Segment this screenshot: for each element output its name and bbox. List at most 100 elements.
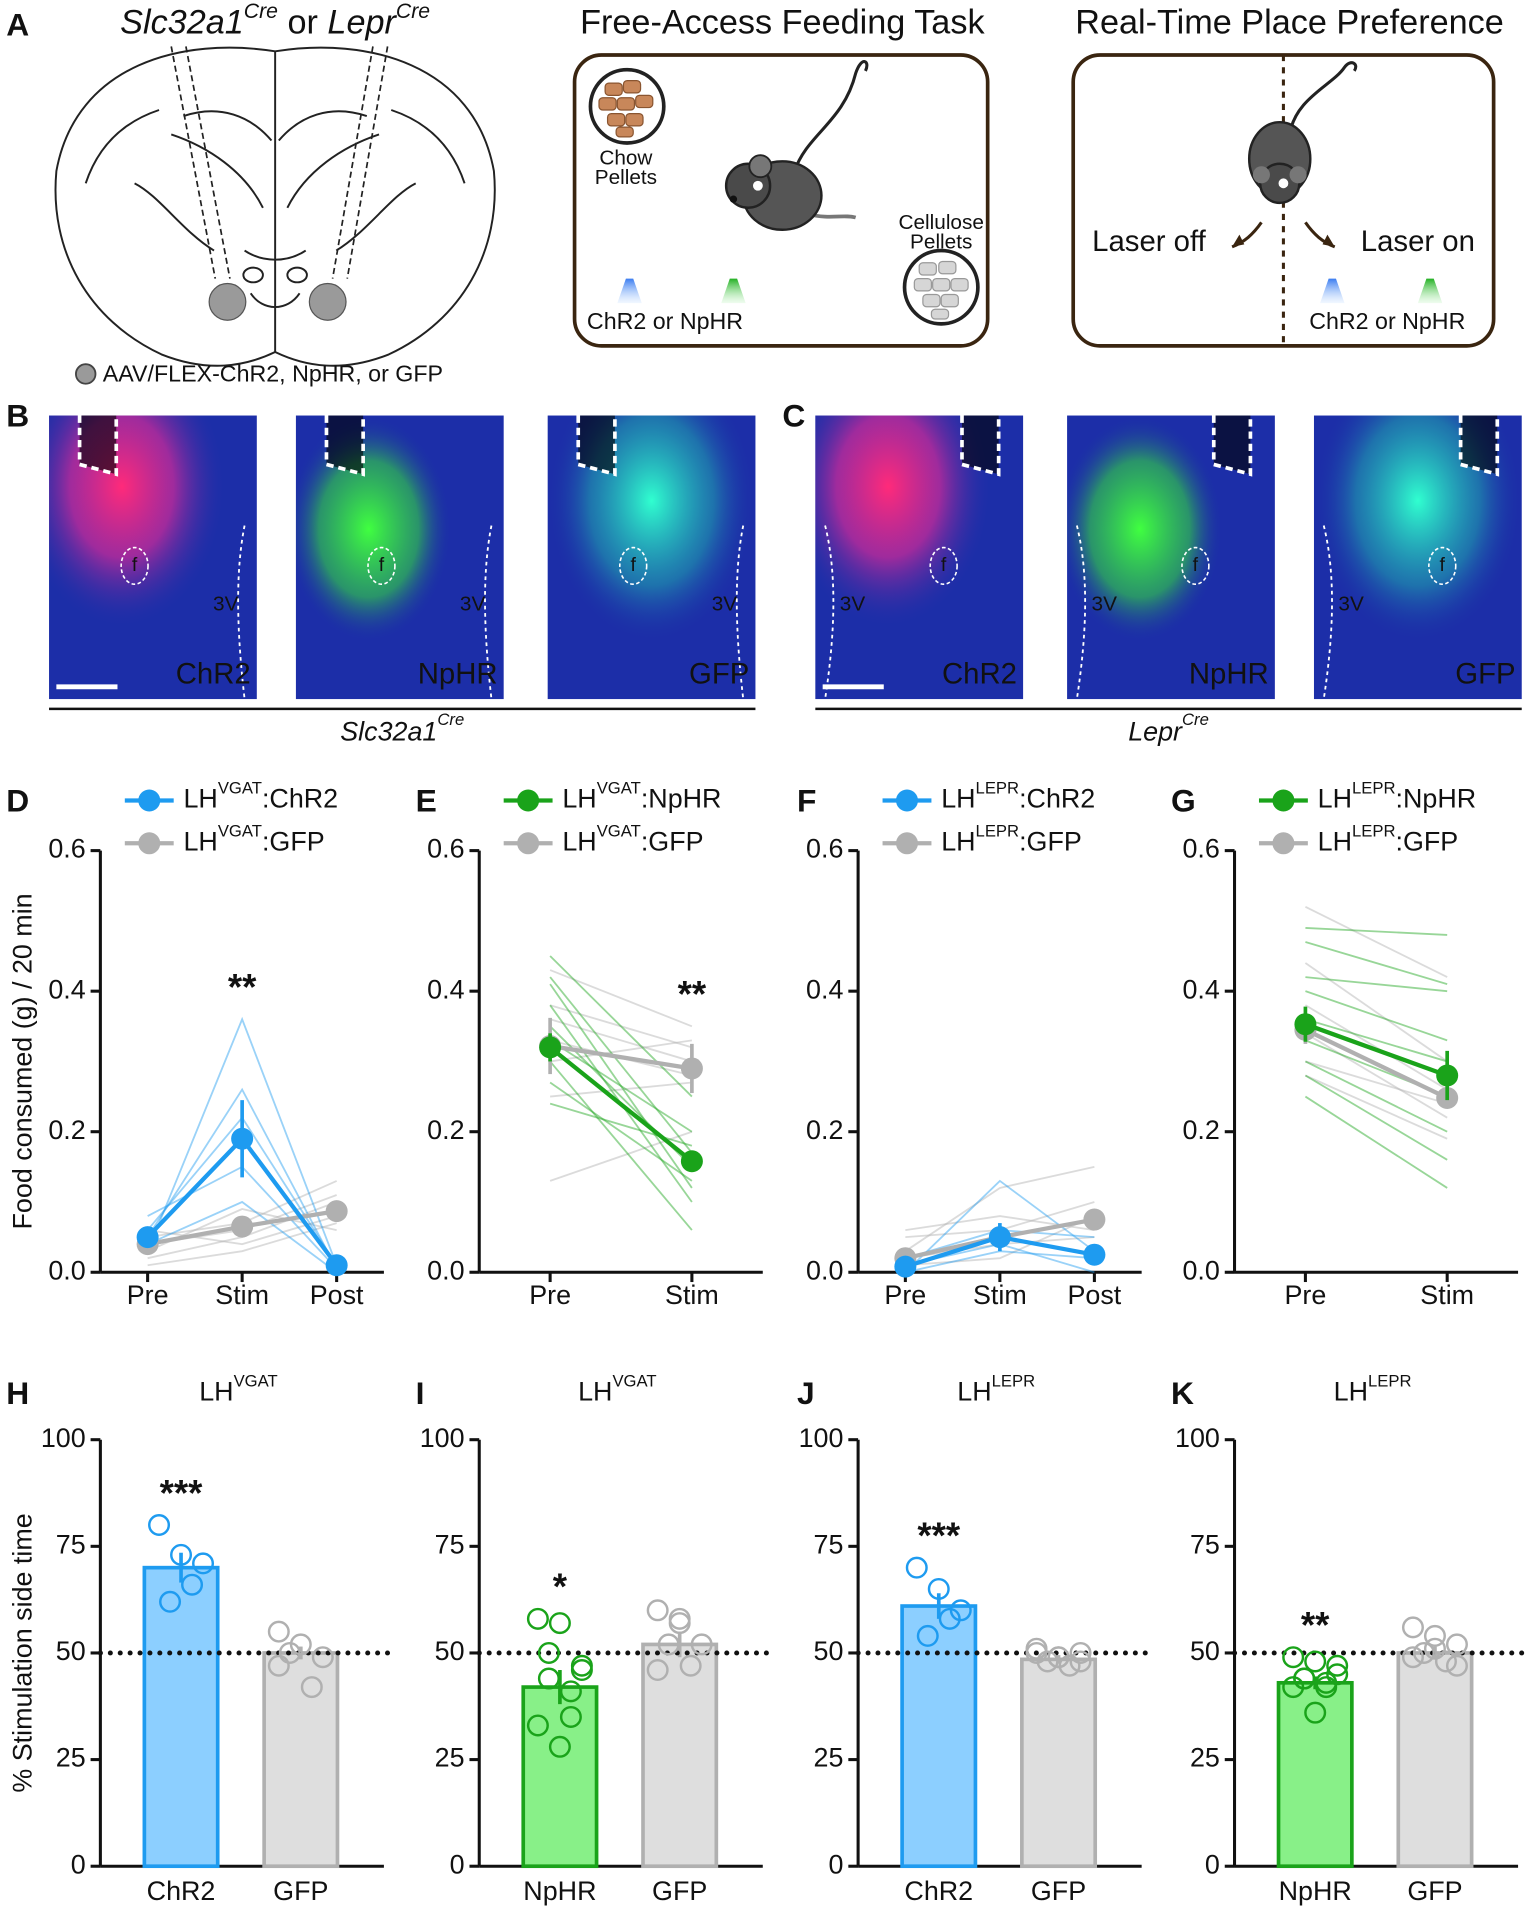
ventricle-label: 3V [840, 592, 866, 615]
data-point [1326, 1654, 1349, 1677]
text-run: VGAT [218, 822, 262, 841]
data-point [927, 1577, 950, 1600]
legend-marker [1272, 832, 1295, 855]
y-tick-label: 0.0 [427, 1255, 464, 1285]
text-run: LEPR [1352, 779, 1396, 798]
individual-line [147, 1222, 337, 1267]
text-run: :GFP [641, 826, 704, 856]
image-label: NpHR [418, 658, 498, 691]
bar [900, 1604, 978, 1869]
individual-line [1305, 941, 1448, 986]
fiber-track [960, 415, 1001, 477]
data-point [159, 1590, 182, 1613]
text-run: VGAT [612, 1372, 656, 1391]
ventricle-outline [1075, 525, 1087, 700]
legend-label: LHLEPR:NpHR [1318, 779, 1477, 814]
y-tick-label: 75 [56, 1529, 86, 1559]
dish-label: Cellulose [899, 211, 984, 234]
mean-line [1304, 1022, 1448, 1078]
significance: ** [678, 974, 707, 1015]
mouse [724, 60, 869, 231]
y-axis-label: Food consumed (g) / 20 min [8, 893, 38, 1229]
fiber-track [1211, 415, 1253, 477]
fornix-label: f [631, 554, 637, 576]
text-run: LEPR [976, 779, 1020, 798]
individual-line [1305, 1018, 1448, 1063]
data-point [1423, 1637, 1446, 1660]
x-tick-label: Stim [215, 1280, 269, 1310]
data-point [570, 1654, 593, 1677]
mean-point [325, 1254, 348, 1277]
group-label: LeprCre [1128, 710, 1209, 746]
x-tick-label: Stim [1420, 1280, 1474, 1310]
text-run: :NpHR [1396, 784, 1477, 814]
data-point [679, 1654, 702, 1677]
fornix-outline [618, 546, 648, 585]
individual-line [549, 983, 693, 1189]
x-tick-label: GFP [1031, 1876, 1086, 1906]
x-tick-label: NpHR [1279, 1876, 1352, 1906]
mean-point [231, 1127, 254, 1150]
x-tick-label: GFP [1407, 1876, 1462, 1906]
brain-schematic [54, 46, 496, 367]
y-tick-label: 25 [56, 1743, 86, 1773]
ventricle-outline [237, 525, 246, 700]
data-point [278, 1641, 301, 1664]
bar [142, 1565, 220, 1869]
legend-marker [138, 789, 161, 812]
injection-site [308, 282, 347, 321]
y-tick-label: 75 [435, 1529, 465, 1559]
individual-line [1305, 906, 1448, 978]
y-tick-label: 0 [71, 1849, 86, 1879]
mean-point [1294, 1013, 1317, 1036]
text-run: LH [183, 826, 217, 856]
fornix-label: f [941, 554, 947, 576]
ventricle-label: 3V [712, 592, 738, 615]
individual-line [550, 1081, 692, 1098]
legend-text: AAV/FLEX-ChR2, NpHR, or GFP [103, 360, 443, 386]
individual-line [549, 1060, 693, 1231]
fornix-outline [929, 546, 958, 585]
y-tick-label: 100 [41, 1423, 86, 1453]
data-point [267, 1654, 290, 1677]
fornix-outline [367, 546, 396, 585]
individual-line [549, 1039, 693, 1133]
panel-letter: D [6, 782, 29, 818]
mean-point [325, 1200, 348, 1223]
data-point [1304, 1701, 1327, 1724]
individual-line [1305, 927, 1448, 936]
chart-title: LHLEPR [957, 1372, 1035, 1407]
text-run: :GFP [1019, 826, 1082, 856]
legend-marker [517, 832, 540, 855]
fiber-track [1458, 415, 1500, 477]
x-tick-label: GFP [652, 1876, 707, 1906]
data-point [526, 1714, 549, 1737]
individual-line [549, 976, 693, 1154]
y-tick-label: 0 [1205, 1849, 1220, 1879]
dish-label: Pellets [595, 166, 657, 189]
mean-point [680, 1057, 703, 1080]
mean-line [1304, 1027, 1449, 1100]
image-label: ChR2 [176, 658, 251, 691]
bar [1020, 1657, 1098, 1869]
x-tick-label: ChR2 [904, 1876, 973, 1906]
data-point [1069, 1650, 1092, 1673]
panel-letter: J [797, 1375, 815, 1411]
bar [641, 1642, 719, 1869]
chart-title: LHLEPR [1334, 1372, 1412, 1407]
data-point [526, 1607, 549, 1630]
data-point [1401, 1646, 1424, 1669]
y-tick-label: 50 [435, 1636, 465, 1666]
data-point [548, 1612, 571, 1635]
data-point [570, 1659, 593, 1682]
fornix-outline [1181, 546, 1210, 585]
injection-site [208, 282, 247, 321]
x-tick-label: Pre [884, 1280, 926, 1310]
text-run: LH [941, 826, 975, 856]
y-tick-label: 25 [814, 1743, 844, 1773]
green-light [721, 278, 746, 304]
data-point [559, 1680, 582, 1703]
data-point [1401, 1616, 1424, 1639]
